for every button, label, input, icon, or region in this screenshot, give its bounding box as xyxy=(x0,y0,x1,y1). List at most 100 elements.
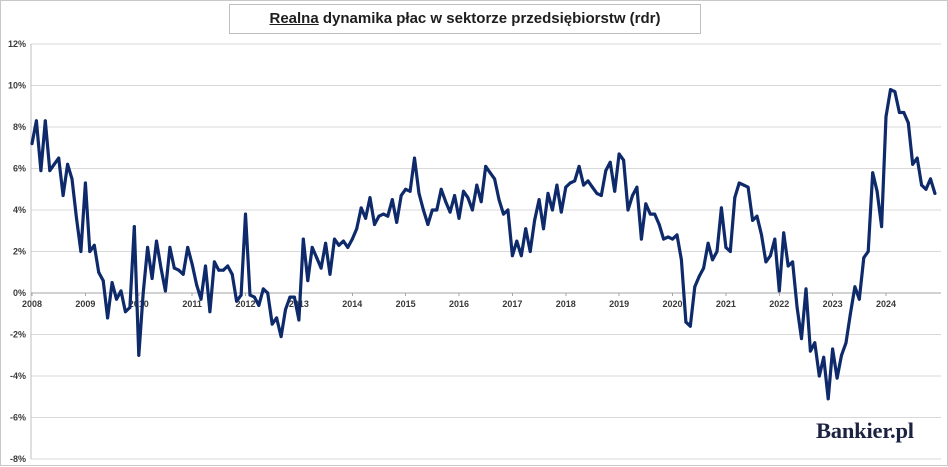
data-point xyxy=(519,254,523,258)
x-tick-label: 2016 xyxy=(449,299,469,309)
data-point xyxy=(83,181,87,185)
data-point xyxy=(123,310,127,314)
data-point xyxy=(319,266,323,270)
data-point xyxy=(284,308,287,312)
data-point xyxy=(831,347,835,351)
data-point xyxy=(377,214,381,218)
data-point xyxy=(648,212,652,216)
data-point xyxy=(586,179,590,183)
data-point xyxy=(208,310,212,314)
data-point xyxy=(288,295,292,299)
data-point xyxy=(840,353,843,357)
data-point xyxy=(386,214,390,218)
data-point xyxy=(404,187,408,191)
data-point xyxy=(573,179,577,183)
data-point xyxy=(257,303,261,307)
data-point xyxy=(880,225,884,229)
data-point xyxy=(493,177,497,181)
data-point xyxy=(826,397,830,401)
data-point xyxy=(542,227,545,231)
data-point xyxy=(101,279,105,283)
data-point xyxy=(110,281,114,285)
data-point xyxy=(466,196,470,200)
chart-title-rest: dynamika płac w sektorze przedsiębiorstw… xyxy=(322,10,661,27)
data-point xyxy=(524,227,528,231)
data-point xyxy=(746,185,750,189)
data-point xyxy=(782,231,786,235)
data-point xyxy=(230,272,234,276)
data-point xyxy=(488,171,492,175)
data-point xyxy=(137,353,141,357)
data-point xyxy=(270,322,274,326)
data-point xyxy=(132,225,136,229)
data-point xyxy=(252,295,256,299)
bankier-logo: Bankier.pl xyxy=(816,418,914,443)
data-point xyxy=(835,376,839,380)
data-point xyxy=(239,293,243,297)
data-point xyxy=(644,202,648,206)
data-point xyxy=(915,156,919,160)
data-point xyxy=(684,320,688,324)
data-point xyxy=(30,142,34,146)
data-point xyxy=(61,194,65,197)
data-point xyxy=(399,194,403,197)
data-point xyxy=(590,185,594,189)
data-point xyxy=(662,237,666,241)
data-point xyxy=(177,268,181,272)
data-point xyxy=(359,206,363,210)
data-point xyxy=(711,258,714,262)
data-point xyxy=(261,287,265,291)
chart-title-underlined: Realna xyxy=(269,10,319,27)
x-tick-label: 2008 xyxy=(22,299,42,309)
data-point xyxy=(212,260,216,264)
data-point xyxy=(622,158,626,162)
data-point xyxy=(292,295,296,299)
data-point xyxy=(457,216,461,220)
data-point xyxy=(453,194,457,197)
y-tick-label: 8% xyxy=(13,122,26,132)
data-point xyxy=(324,241,328,245)
data-point xyxy=(808,349,812,353)
data-point xyxy=(66,162,70,166)
data-point xyxy=(733,196,737,200)
data-point xyxy=(248,293,252,297)
data-point xyxy=(52,162,56,166)
data-point xyxy=(141,291,145,295)
data-point xyxy=(315,256,319,260)
data-point xyxy=(906,121,910,125)
data-point xyxy=(608,160,612,164)
data-point xyxy=(848,312,852,316)
data-point xyxy=(181,272,185,276)
data-point xyxy=(866,250,870,253)
x-tick-label: 2010 xyxy=(129,299,149,309)
data-point xyxy=(150,277,154,280)
data-point xyxy=(475,183,479,187)
data-point xyxy=(675,233,679,237)
data-point xyxy=(631,194,634,197)
data-point xyxy=(115,297,118,301)
data-point xyxy=(390,198,394,202)
data-point xyxy=(671,237,674,241)
data-point xyxy=(795,306,799,309)
x-tick-label: 2017 xyxy=(502,299,522,309)
data-point xyxy=(479,200,483,204)
data-point xyxy=(728,250,732,253)
data-point xyxy=(666,235,670,239)
data-point xyxy=(533,218,537,222)
x-tick-label: 2011 xyxy=(182,299,202,309)
data-point xyxy=(417,191,421,195)
data-point xyxy=(199,297,203,301)
data-point xyxy=(462,189,465,193)
y-tick-label: 12% xyxy=(8,39,26,49)
x-tick-label: 2014 xyxy=(342,299,362,309)
data-point xyxy=(310,245,314,249)
x-tick-label: 2019 xyxy=(609,299,629,309)
data-point xyxy=(742,183,746,187)
data-point xyxy=(435,208,439,212)
data-point xyxy=(128,306,132,309)
data-point xyxy=(559,210,563,214)
data-point xyxy=(350,237,354,241)
data-point xyxy=(800,337,803,341)
data-point xyxy=(448,210,452,214)
